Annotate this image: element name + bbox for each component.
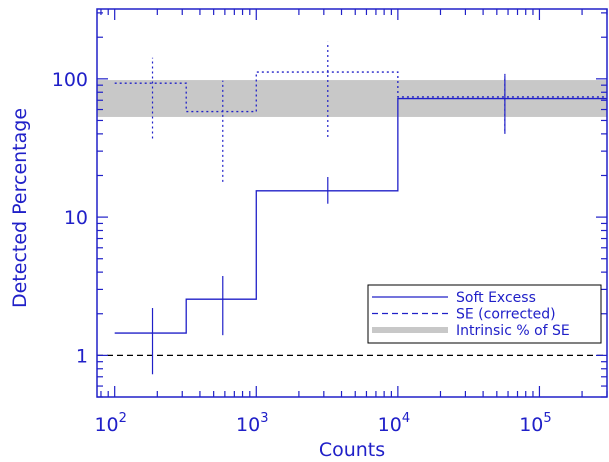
- legend-label-soft-excess: Soft Excess: [456, 290, 536, 306]
- plot-frame: [96, 8, 608, 398]
- series-1-step-line: [114, 71, 607, 113]
- x-tick-label-1: 103: [236, 411, 268, 436]
- x-tick-label-2: 104: [378, 411, 410, 436]
- legend-label-se-corrected: SE (corrected): [456, 307, 556, 323]
- legend-label-intrinsic-of-se: Intrinsic % of SE: [456, 323, 570, 339]
- ticks-layer: 102 103 104 105 1 10 100: [52, 9, 608, 436]
- x-tick-label-3: 105: [519, 411, 551, 436]
- axes-layer: [96, 8, 608, 398]
- legend-box: [367, 284, 602, 344]
- y-tick-label-0: 1: [76, 345, 88, 367]
- series-layer: [114, 41, 607, 375]
- y-tick-label-1: 10: [64, 207, 88, 229]
- series-0-step-line: [114, 97, 607, 334]
- x-tick-label-0: 102: [94, 411, 126, 436]
- y-tick-label-2: 100: [52, 69, 88, 91]
- y-axis-label: Detected Percentage: [9, 108, 31, 308]
- x-axis-label: Counts: [319, 439, 385, 461]
